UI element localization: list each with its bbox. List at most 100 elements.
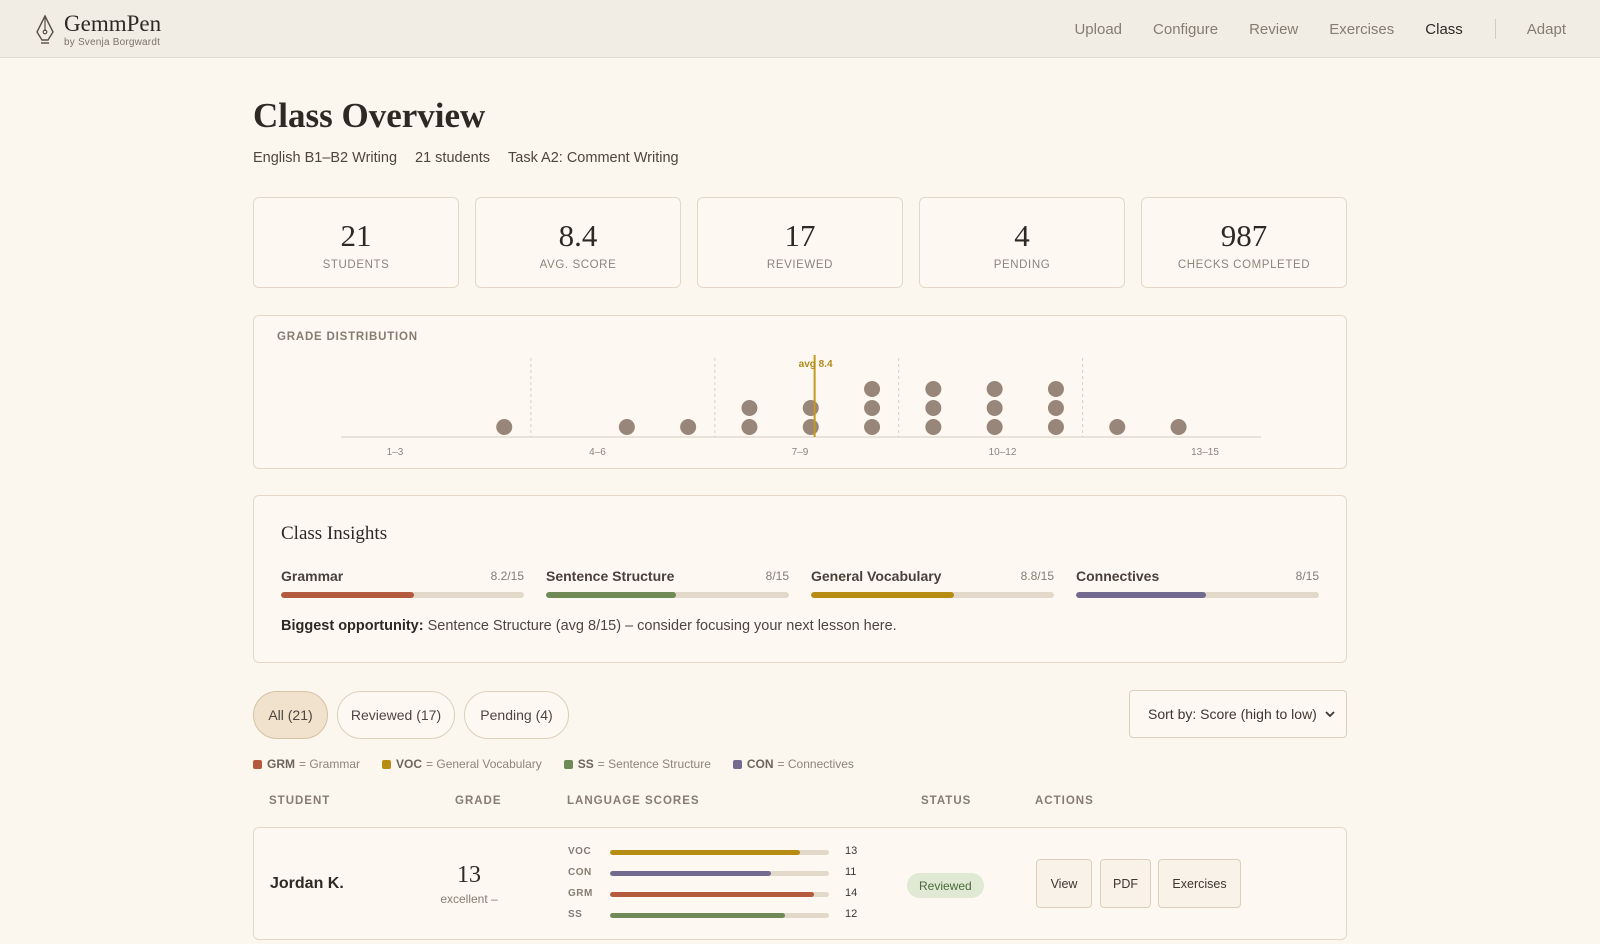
score-voc: VOC 13	[568, 845, 868, 860]
insights-title: Class Insights	[281, 523, 388, 544]
average-label: avg 8.4	[799, 359, 833, 370]
score-grm: GRM 14	[568, 887, 868, 902]
header-grade: Grade	[455, 795, 502, 807]
score-track	[610, 913, 829, 918]
stat-card-checks: 987 Checks Completed	[1141, 197, 1347, 288]
main-nav: Upload Configure Review Exercises Class …	[1043, 0, 1566, 58]
stat-value: 21	[340, 218, 372, 253]
stat-label: Reviewed	[766, 259, 834, 271]
chevron-down-icon	[1325, 711, 1335, 718]
nav-upload[interactable]: Upload	[1074, 20, 1123, 38]
legend-swatch	[732, 759, 742, 769]
grade-dot	[986, 400, 1003, 416]
opportunity-label: Biggest opportunity:	[281, 618, 424, 634]
grade-distribution-title: Grade Distribution	[277, 331, 418, 343]
metric-track	[546, 592, 789, 598]
grade-dot	[618, 419, 635, 435]
grade-dot	[1109, 419, 1126, 435]
pen-nib-icon	[36, 14, 54, 44]
score-value: 14	[845, 887, 858, 899]
status-badge: Reviewed	[907, 873, 984, 898]
metric-value: 8.2/15	[490, 569, 524, 583]
legend-swatch	[253, 759, 262, 769]
stat-value: 8.4	[558, 218, 598, 253]
stat-value: 4	[1014, 218, 1030, 253]
metric-sentence-structure: Sentence Structure 8/15	[546, 568, 789, 598]
header-language-scores: Language Scores	[567, 795, 700, 807]
score-value: 13	[845, 845, 858, 857]
metric-value: 8/15	[1295, 569, 1319, 583]
biggest-opportunity: Biggest opportunity: Sentence Structure …	[281, 618, 897, 634]
legend-code: SS	[577, 757, 594, 771]
grade-dot	[741, 419, 758, 435]
grade-dot	[1047, 419, 1064, 435]
view-button[interactable]: View	[1036, 859, 1092, 908]
nav-configure[interactable]: Configure	[1153, 20, 1219, 38]
stat-value: 17	[784, 218, 816, 253]
opportunity-text: Sentence Structure (avg 8/15) – consider…	[427, 618, 897, 634]
x-group-label: 13–15	[1191, 447, 1219, 458]
score-track	[610, 871, 829, 876]
stat-card-students: 21 Students	[253, 197, 459, 288]
grade-dot	[802, 400, 819, 416]
stat-card-pending: 4 Pending	[919, 197, 1125, 288]
nav-adapt[interactable]: Adapt	[1526, 20, 1566, 38]
stat-card-avg-score: 8.4 Avg. Score	[475, 197, 681, 288]
metric-value: 8.8/15	[1020, 569, 1054, 583]
nav-exercises[interactable]: Exercises	[1329, 20, 1395, 38]
stat-value: 987	[1220, 218, 1268, 253]
x-group-label: 1–3	[387, 447, 404, 458]
grade-dot	[986, 381, 1003, 397]
score-track	[610, 850, 829, 855]
app-logo[interactable]: GemmPen by Svenja Borgwardt	[34, 12, 161, 48]
legend-code: GRM	[267, 757, 295, 771]
legend-grm: GRM = Grammar	[253, 757, 360, 771]
grade-dot	[1047, 400, 1064, 416]
legend-con: CON = Connectives	[732, 757, 854, 771]
app-byline: by Svenja Borgwardt	[64, 37, 161, 48]
filter-pending[interactable]: Pending (4)	[464, 691, 569, 739]
legend-name: = Grammar	[299, 757, 361, 771]
metric-fill	[811, 592, 954, 598]
filter-reviewed[interactable]: Reviewed (17)	[337, 691, 455, 739]
legend-voc: VOC = General Vocabulary	[382, 757, 542, 771]
metric-name: Sentence Structure	[546, 568, 675, 584]
legend-name: = Sentence Structure	[597, 757, 711, 771]
grade-dot	[925, 419, 942, 435]
nav-class[interactable]: Class	[1425, 20, 1463, 38]
grade-dot	[680, 419, 697, 435]
pdf-button[interactable]: PDF	[1100, 859, 1151, 908]
score-label: SS	[568, 909, 583, 920]
score-track	[610, 892, 829, 897]
exercises-button[interactable]: Exercises	[1158, 859, 1241, 908]
filter-all[interactable]: All (21)	[253, 691, 328, 739]
stat-label: Students	[322, 259, 390, 271]
metric-track	[281, 592, 524, 598]
grade-distribution-panel: Grade Distribution 1–3 4–6 7–9 10–12 13–15 av…	[253, 315, 1347, 469]
grade-dot	[1047, 381, 1064, 397]
metric-fill	[1076, 592, 1206, 598]
student-name: Jordan K.	[270, 875, 344, 892]
header-status: Status	[921, 795, 972, 807]
score-value: 12	[845, 908, 858, 920]
grade-dot	[496, 419, 513, 435]
score-ss: SS 12	[568, 908, 868, 923]
header-student: Student	[269, 795, 331, 807]
page-title: Class Overview	[253, 96, 486, 135]
course-name: English B1–B2 Writing	[253, 150, 398, 166]
table-row[interactable]: Jordan K. 13 excellent – VOC 13 CON 11 G…	[253, 827, 1347, 940]
metric-general-vocabulary: General Vocabulary 8.8/15	[811, 568, 1054, 598]
score-label: CON	[568, 867, 592, 878]
score-label: VOC	[568, 846, 592, 857]
metric-name: Grammar	[281, 568, 344, 584]
x-group-label: 7–9	[792, 447, 809, 458]
sort-select[interactable]: Sort by: Score (high to low)	[1129, 690, 1347, 738]
grade-dot	[1170, 419, 1187, 435]
score-con: CON 11	[568, 866, 868, 881]
metric-value: 8/15	[765, 569, 789, 583]
legend-name: = Connectives	[777, 757, 854, 771]
stat-card-reviewed: 17 Reviewed	[697, 197, 903, 288]
grade-dot	[864, 419, 881, 435]
nav-review[interactable]: Review	[1249, 20, 1299, 38]
legend-swatch	[382, 759, 392, 769]
